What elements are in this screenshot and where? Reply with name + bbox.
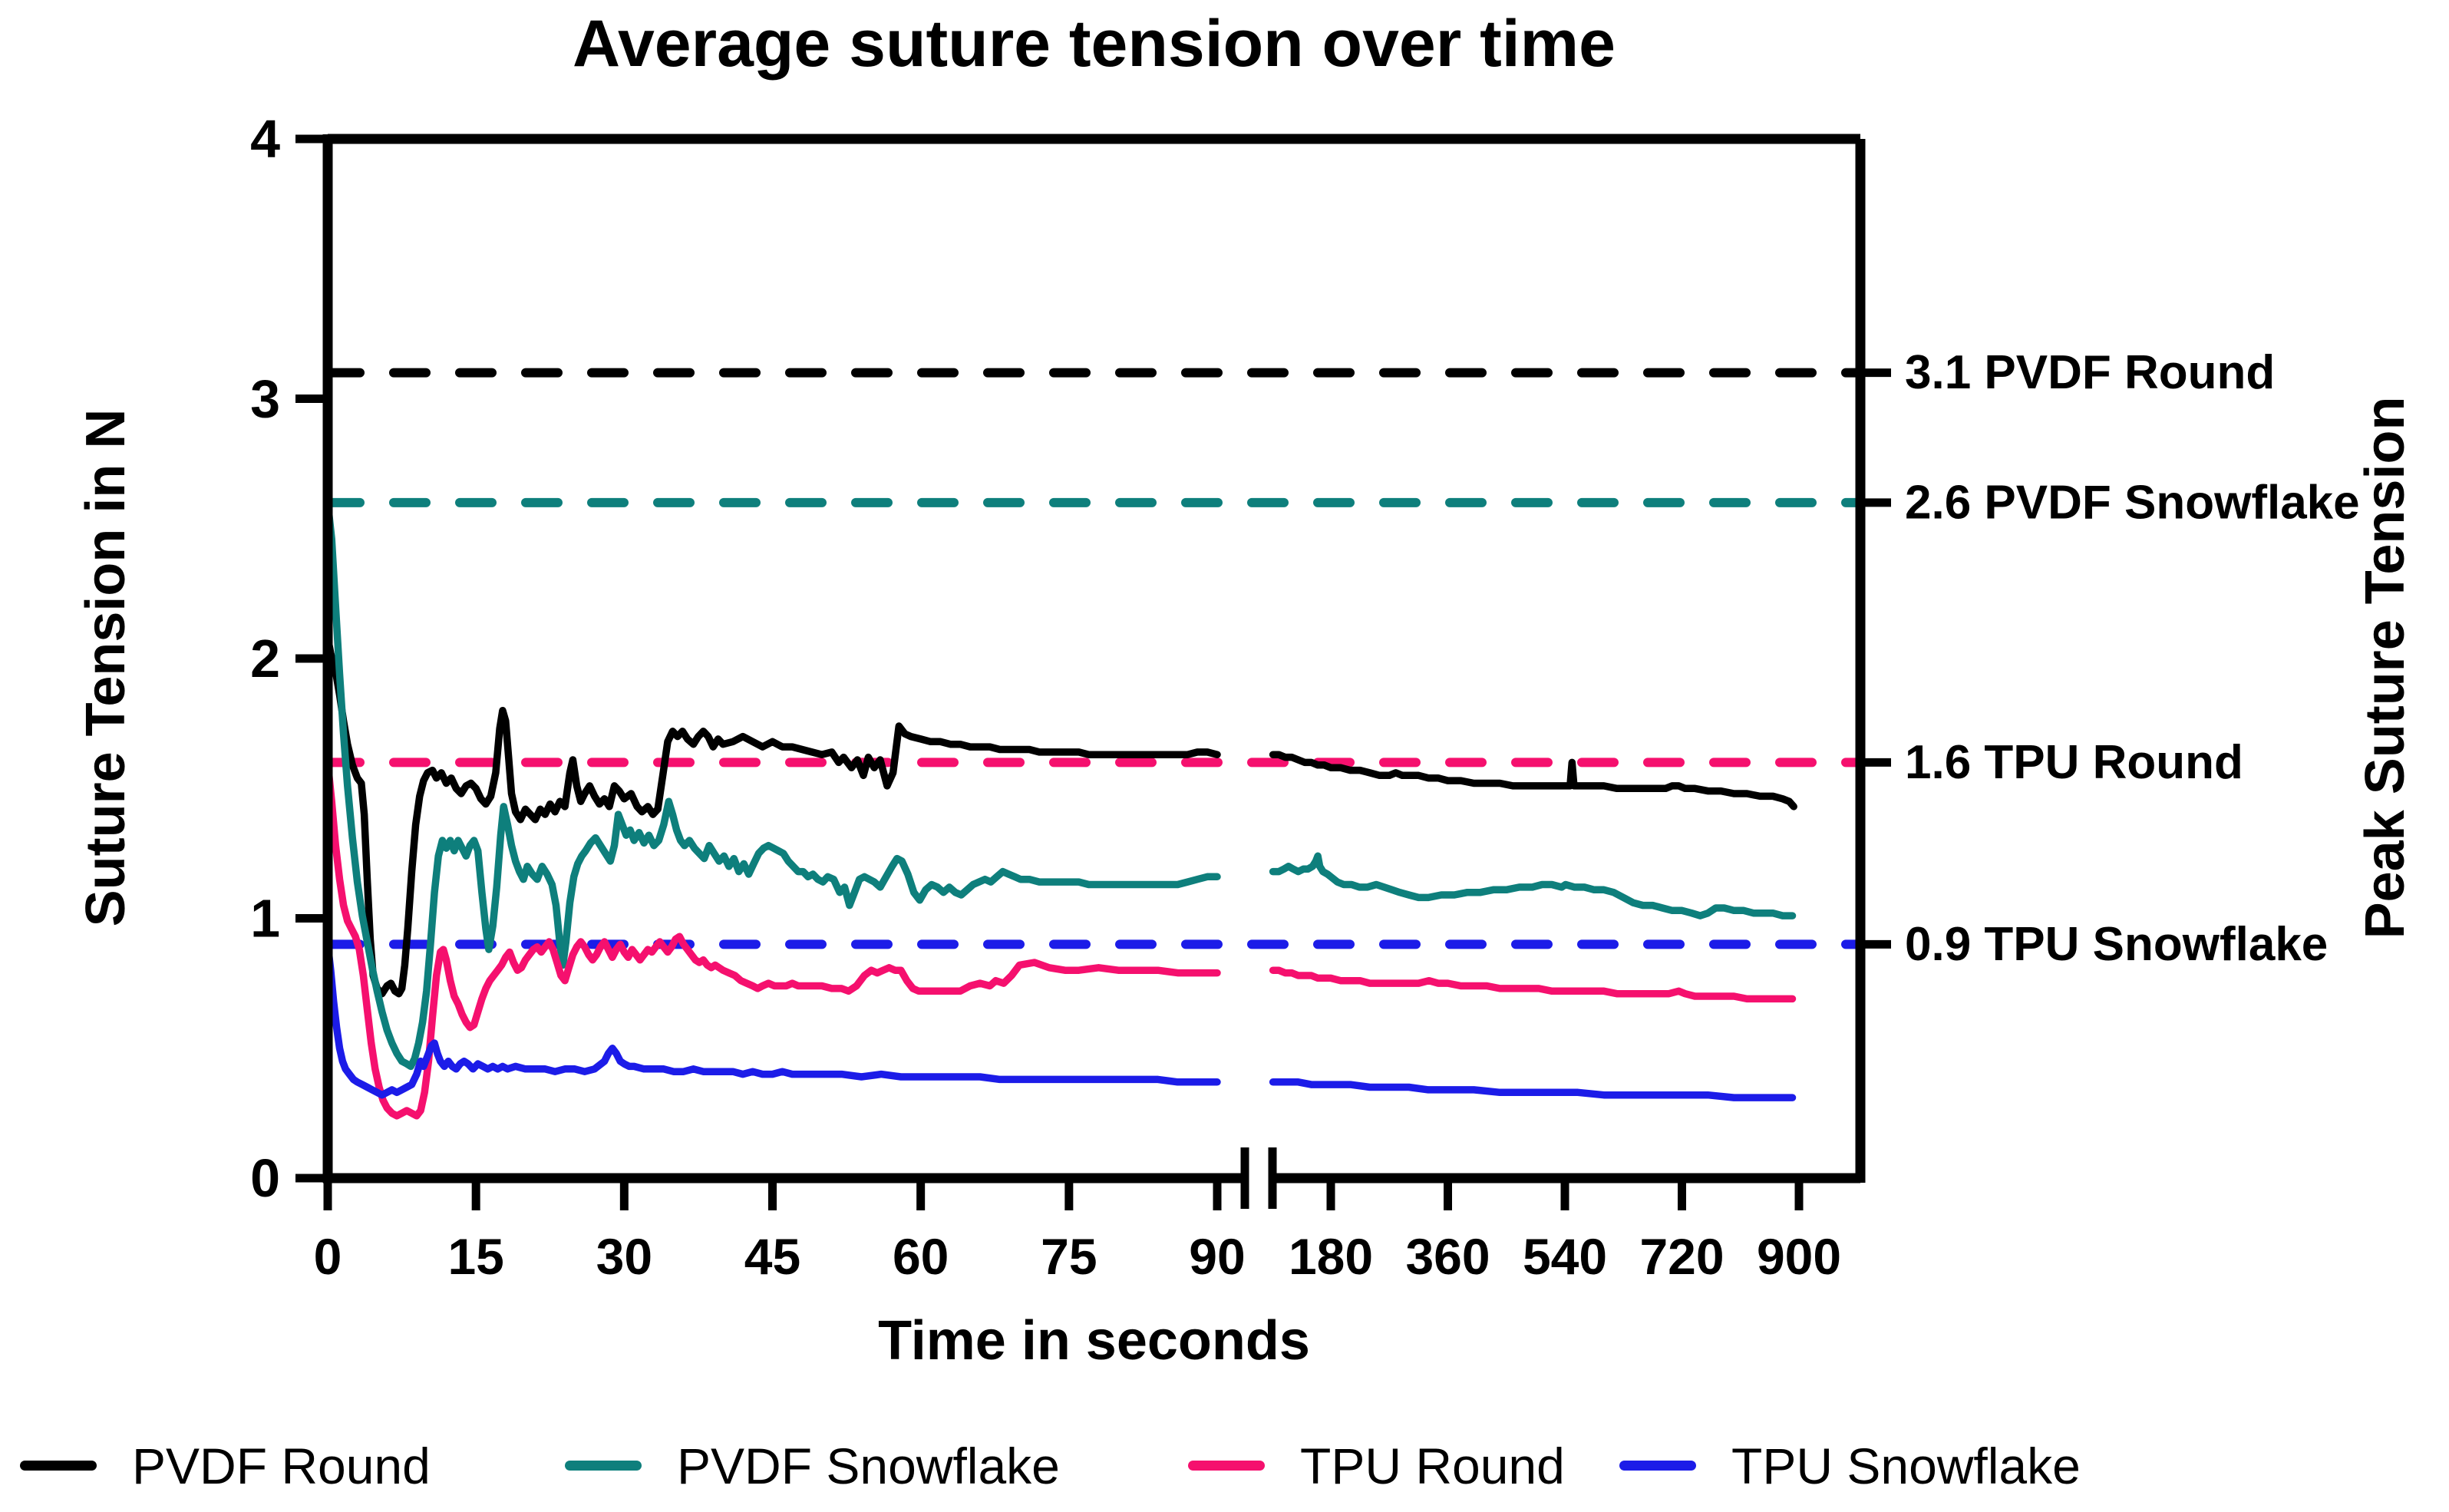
legend-label: TPU Round <box>1300 1437 1565 1494</box>
legend-label: PVDF Snowflake <box>677 1437 1060 1494</box>
series-tpu-round-after-break <box>1269 966 1797 1003</box>
legend-item-pvdf-round: PVDF Round <box>20 1429 431 1502</box>
legend-item-pvdf-snowflake: PVDF Snowflake <box>565 1429 1060 1502</box>
series-pvdf-snowflake <box>324 499 1221 1071</box>
peak-label: 1.6 TPU Round <box>1905 736 2243 789</box>
legend-label: TPU Snowflake <box>1731 1437 2081 1494</box>
legend-swatch <box>1188 1461 1265 1471</box>
series-pvdf-snowflake-after-break <box>1269 852 1797 919</box>
y-tick-label: 3 <box>250 369 280 429</box>
y-tick-label: 0 <box>250 1148 280 1208</box>
y-tick-label: 4 <box>250 109 280 169</box>
peak-label: 0.9 TPU Snowflake <box>1905 918 2328 971</box>
x-tick-label: 900 <box>1757 1228 1841 1285</box>
legend-item-tpu-snowflake: TPU Snowflake <box>1619 1429 2081 1502</box>
x-axis-label: Time in seconds <box>878 1310 1310 1372</box>
y-tick-label: 1 <box>250 889 280 949</box>
chart-title: Average suture tension over time <box>573 7 1616 81</box>
legend-swatch <box>20 1461 97 1471</box>
peak-label: 2.6 PVDF Snowflake <box>1905 476 2360 529</box>
series-tpu-snowflake <box>324 940 1221 1099</box>
x-tick-label: 90 <box>1189 1228 1245 1285</box>
legend-label: PVDF Round <box>132 1437 431 1494</box>
series-pvdf-round <box>324 634 1221 998</box>
series-pvdf-round-after-break <box>1269 751 1797 810</box>
x-tick-label: 60 <box>893 1228 949 1285</box>
x-tick-label: 360 <box>1405 1228 1490 1285</box>
x-tick-label: 15 <box>447 1228 503 1285</box>
x-tick-label: 720 <box>1639 1228 1724 1285</box>
legend-swatch <box>565 1461 642 1471</box>
series-tpu-round <box>324 758 1221 1120</box>
x-tick-label: 180 <box>1289 1228 1373 1285</box>
x-tick-label: 540 <box>1523 1228 1607 1285</box>
y-tick-label: 2 <box>250 629 280 688</box>
x-tick-label: 75 <box>1041 1228 1097 1285</box>
legend-item-tpu-round: TPU Round <box>1188 1429 1565 1502</box>
x-tick-label: 45 <box>744 1228 800 1285</box>
x-tick-label: 0 <box>314 1228 342 1285</box>
x-tick-label: 30 <box>596 1228 652 1285</box>
legend-swatch <box>1619 1461 1696 1471</box>
series-tpu-snowflake-after-break <box>1269 1078 1797 1101</box>
peak-label: 3.1 PVDF Round <box>1905 346 2275 399</box>
legend: PVDF Round PVDF Snowflake TPU Round TPU Sno… <box>0 1429 2449 1502</box>
